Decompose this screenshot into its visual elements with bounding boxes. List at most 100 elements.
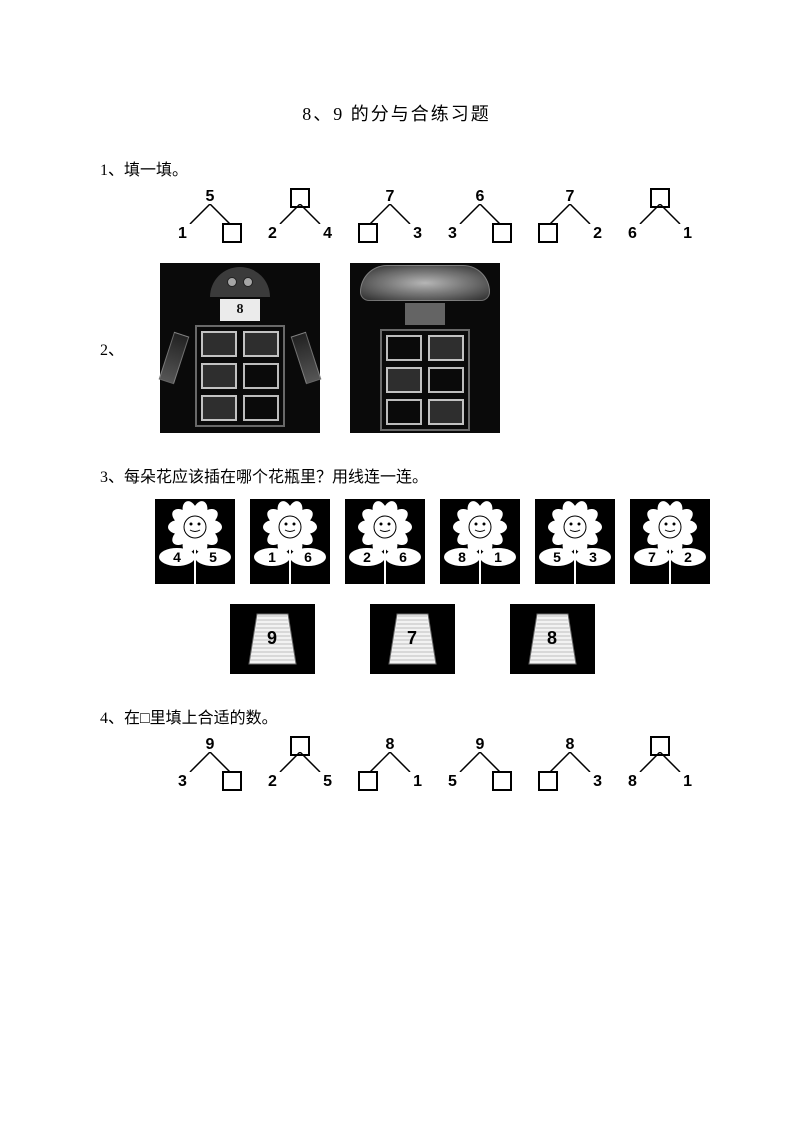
flower-icon: 53 [535, 499, 615, 584]
answer-box[interactable] [222, 223, 242, 243]
svg-text:1: 1 [268, 549, 276, 565]
flower-item[interactable]: 72 [630, 499, 710, 584]
flower-item[interactable]: 45 [155, 499, 235, 584]
bond-lines-icon [540, 752, 600, 772]
bond-number: 5 [323, 773, 332, 790]
svg-text:5: 5 [209, 549, 217, 565]
flower-icon: 45 [155, 499, 235, 584]
number-bond: 73 [360, 188, 420, 243]
problem-3-label: 3、每朵花应该插在哪个花瓶里？用线连一连。 [100, 463, 428, 487]
bond-number: 8 [628, 773, 637, 790]
bond-number: 9 [206, 736, 215, 753]
number-bond: 81 [360, 736, 420, 791]
svg-text:6: 6 [399, 549, 407, 565]
flower-icon: 26 [345, 499, 425, 584]
svg-text:8: 8 [547, 628, 557, 648]
bond-lines-icon [540, 204, 600, 224]
bond-lines-icon [360, 204, 420, 224]
vase-item[interactable]: 9 [230, 604, 315, 674]
bond-number: 2 [268, 773, 277, 790]
svg-text:9: 9 [267, 628, 277, 648]
bond-number: 6 [628, 225, 637, 242]
number-bond: 83 [540, 736, 600, 791]
svg-text:6: 6 [304, 549, 312, 565]
svg-text:7: 7 [407, 628, 417, 648]
svg-text:2: 2 [363, 549, 371, 565]
flower-icon: 72 [630, 499, 710, 584]
flower-icon: 81 [440, 499, 520, 584]
bond-number: 3 [593, 773, 602, 790]
flower-item[interactable]: 81 [440, 499, 520, 584]
bond-number: 7 [566, 188, 575, 205]
svg-text:7: 7 [648, 549, 656, 565]
flower-icon: 16 [250, 499, 330, 584]
answer-box[interactable] [538, 771, 558, 791]
flower-item[interactable]: 26 [345, 499, 425, 584]
bond-number: 1 [683, 773, 692, 790]
number-bond: 24 [270, 188, 330, 243]
problem-2-figure-2 [350, 263, 500, 433]
flower-item[interactable]: 53 [535, 499, 615, 584]
number-bond: 51 [180, 188, 240, 243]
bond-number: 1 [413, 773, 422, 790]
problem-1: 1、填一填。 512473637261 [100, 156, 693, 243]
problem-2-figure-1: 8 [160, 263, 320, 433]
svg-text:3: 3 [589, 549, 597, 565]
svg-text:8: 8 [458, 549, 466, 565]
answer-box[interactable] [492, 223, 512, 243]
bond-lines-icon [630, 752, 690, 772]
bond-number: 1 [683, 225, 692, 242]
bond-number: 2 [268, 225, 277, 242]
problem-1-label: 1、填一填。 [100, 156, 188, 180]
problem-4-bonds: 932581958381 [100, 736, 693, 791]
problem-4-label: 4、在□里填上合适的数。 [100, 704, 278, 728]
bond-number: 2 [593, 225, 602, 242]
number-bond: 95 [450, 736, 510, 791]
bond-lines-icon [450, 204, 510, 224]
problem-3: 3、每朵花应该插在哪个花瓶里？用线连一连。 451626815372 978 [100, 463, 693, 674]
bond-number: 6 [476, 188, 485, 205]
flower-item[interactable]: 16 [250, 499, 330, 584]
answer-box[interactable] [492, 771, 512, 791]
number-bond: 63 [450, 188, 510, 243]
bond-number: 8 [566, 736, 575, 753]
number-bond: 93 [180, 736, 240, 791]
problem-4: 4、在□里填上合适的数。 932581958381 [100, 704, 693, 791]
problem-2: 2、 8 [100, 263, 693, 433]
bond-number: 5 [206, 188, 215, 205]
svg-text:1: 1 [494, 549, 502, 565]
problem-1-bonds: 512473637261 [100, 188, 693, 243]
bond-number: 4 [323, 225, 332, 242]
bond-number: 1 [178, 225, 187, 242]
bond-lines-icon [360, 752, 420, 772]
bond-lines-icon [180, 204, 240, 224]
svg-text:2: 2 [684, 549, 692, 565]
number-bond: 72 [540, 188, 600, 243]
answer-box[interactable] [358, 771, 378, 791]
bond-number: 8 [386, 736, 395, 753]
figure-2-head-number [405, 303, 445, 325]
answer-box[interactable] [222, 771, 242, 791]
answer-box[interactable] [358, 223, 378, 243]
bond-lines-icon [270, 204, 330, 224]
svg-text:5: 5 [553, 549, 561, 565]
svg-text:4: 4 [173, 549, 181, 565]
number-bond: 25 [270, 736, 330, 791]
bond-number: 3 [178, 773, 187, 790]
bond-number: 5 [448, 773, 457, 790]
answer-box[interactable] [538, 223, 558, 243]
vase-item[interactable]: 8 [510, 604, 595, 674]
problem-2-label: 2、 [100, 336, 130, 360]
bond-lines-icon [270, 752, 330, 772]
bond-number: 9 [476, 736, 485, 753]
page-title: 8、9 的分与合练习题 [100, 100, 693, 126]
bond-lines-icon [450, 752, 510, 772]
problem-3-vases: 9 7 8 [100, 604, 693, 674]
vase-item[interactable]: 7 [370, 604, 455, 674]
number-bond: 61 [630, 188, 690, 243]
bond-number: 3 [413, 225, 422, 242]
bond-lines-icon [180, 752, 240, 772]
vase-icon: 8 [510, 604, 595, 674]
problem-3-flowers: 451626815372 [100, 499, 693, 584]
vase-icon: 7 [370, 604, 455, 674]
